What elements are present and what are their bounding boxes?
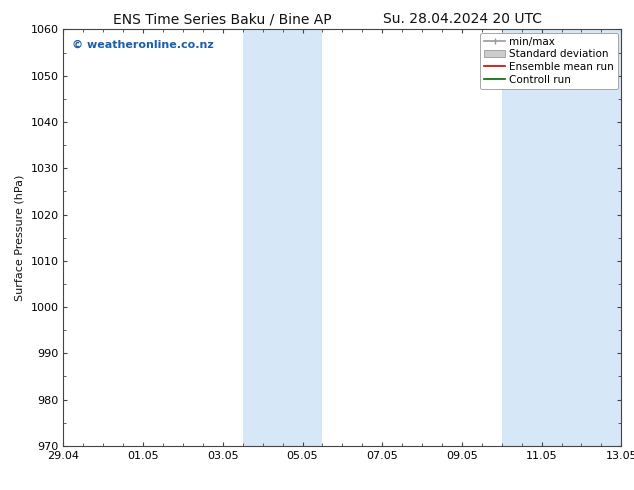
Bar [501, 29, 541, 446]
Text: Su. 28.04.2024 20 UTC: Su. 28.04.2024 20 UTC [384, 12, 542, 26]
Bar [283, 29, 323, 446]
Text: © weatheronline.co.nz: © weatheronline.co.nz [72, 40, 214, 50]
Bar [541, 29, 621, 446]
Bar [243, 29, 283, 446]
Text: ENS Time Series Baku / Bine AP: ENS Time Series Baku / Bine AP [113, 12, 331, 26]
Y-axis label: Surface Pressure (hPa): Surface Pressure (hPa) [15, 174, 25, 301]
Legend: min/max, Standard deviation, Ensemble mean run, Controll run: min/max, Standard deviation, Ensemble me… [480, 32, 618, 89]
